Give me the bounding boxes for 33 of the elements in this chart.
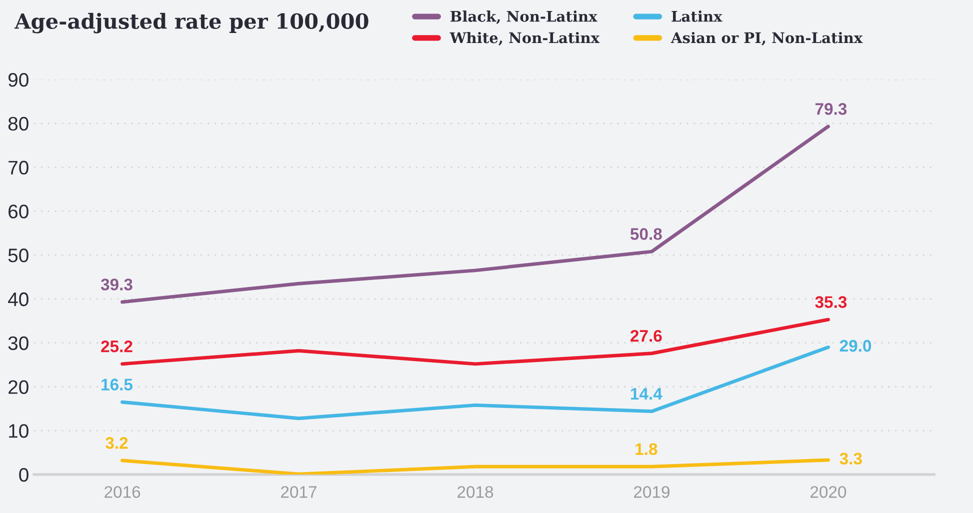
data-label: 79.3 bbox=[815, 103, 847, 115]
x-tick-label: 2016 bbox=[104, 486, 140, 498]
legend-label: Asian or PI, Non-Latinx bbox=[670, 32, 863, 46]
data-label: 3.3 bbox=[840, 452, 862, 465]
x-tick-label: 2017 bbox=[281, 486, 316, 498]
data-label: 50.8 bbox=[630, 228, 662, 240]
chart-subtitle: Age-adjusted rate per 100,000 bbox=[14, 12, 368, 34]
y-tick-label: 20 bbox=[8, 380, 28, 394]
y-tick-label: 40 bbox=[8, 292, 28, 306]
y-tick-label: 80 bbox=[8, 116, 28, 131]
x-tick-label: 2018 bbox=[458, 486, 494, 498]
data-label: 16.5 bbox=[102, 378, 132, 390]
data-label: 35.3 bbox=[815, 296, 847, 308]
legend-label: Latinx bbox=[672, 10, 722, 22]
y-tick-label: 0 bbox=[19, 468, 28, 482]
data-label: 1.8 bbox=[636, 443, 658, 455]
y-tick-label: 60 bbox=[8, 204, 28, 218]
y-tick-label: 70 bbox=[8, 160, 28, 175]
data-label: 25.2 bbox=[101, 340, 132, 352]
data-label: 14.4 bbox=[630, 388, 662, 400]
data-label: 39.3 bbox=[100, 278, 132, 290]
data-label: 3.2 bbox=[106, 437, 128, 449]
legend-label: Black, Non-Latinx bbox=[450, 10, 598, 24]
data-label: 27.6 bbox=[630, 330, 662, 342]
x-tick-label: 2019 bbox=[634, 486, 670, 498]
legend-label: White, Non-Latinx bbox=[450, 32, 600, 46]
y-tick-label: 90 bbox=[8, 72, 28, 87]
y-tick-label: 30 bbox=[8, 336, 28, 350]
line-series bbox=[120, 458, 830, 475]
y-tick-label: 50 bbox=[8, 248, 28, 262]
x-tick-label: 2020 bbox=[810, 486, 846, 498]
data-label: 29.0 bbox=[840, 340, 872, 352]
y-tick-label: 10 bbox=[9, 424, 28, 438]
